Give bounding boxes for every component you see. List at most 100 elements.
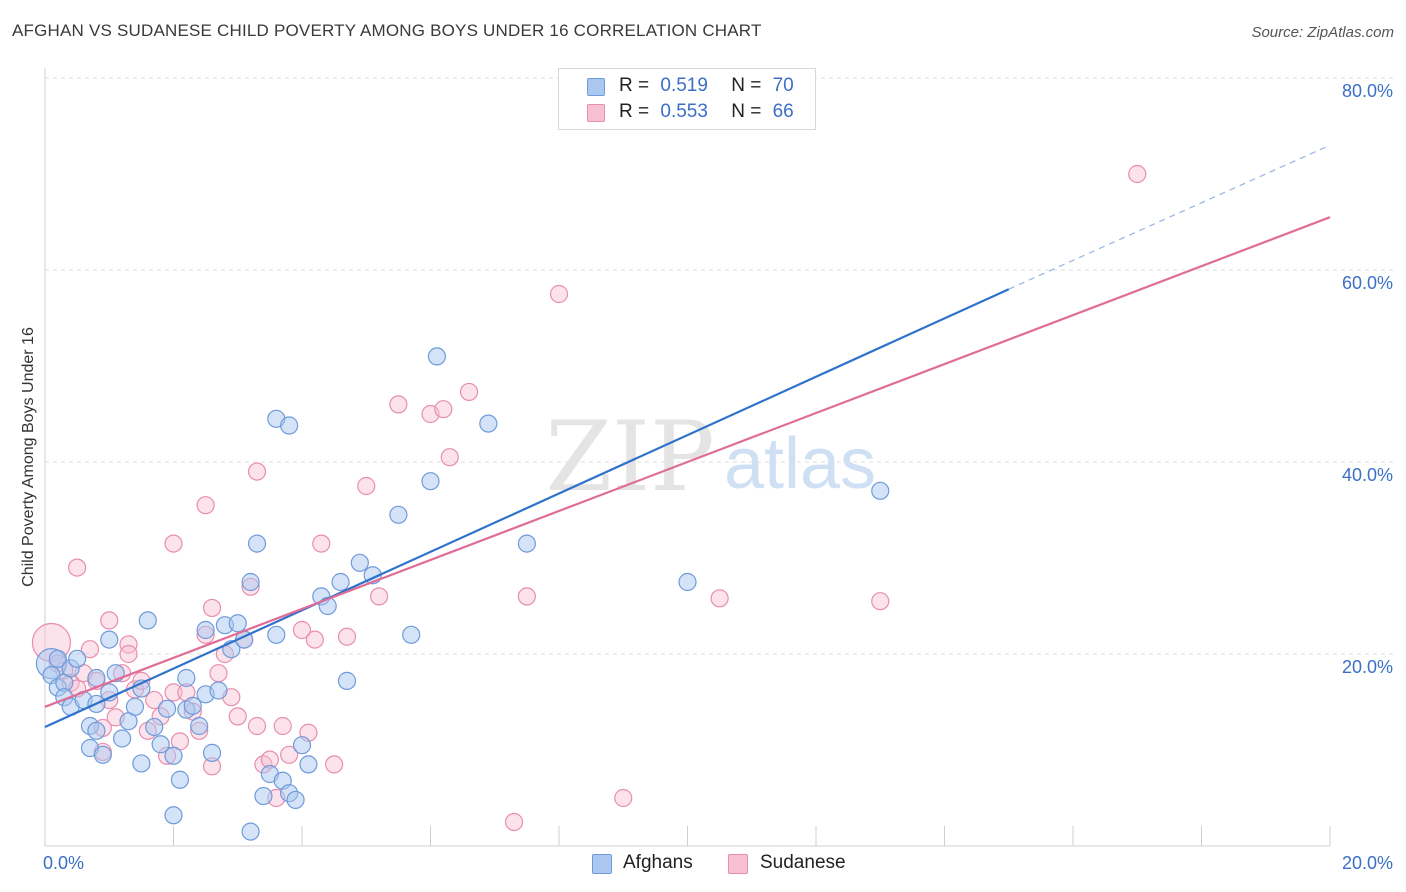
sudanese-point	[871, 592, 890, 611]
afghans-point	[337, 671, 357, 690]
sudanese-point	[357, 476, 376, 496]
sudanese-point	[440, 448, 459, 467]
afghans-point	[350, 553, 369, 572]
correlation-legend: R = 0.519 N = 70 R = 0.553 N = 66	[558, 68, 816, 130]
sudanese-point	[119, 635, 138, 654]
afghans-point	[389, 505, 408, 524]
afghans-point	[209, 681, 228, 700]
afghans-points	[35, 347, 890, 841]
afghans-point	[254, 786, 273, 806]
chart-source: Source: ZipAtlas.com	[1251, 24, 1394, 41]
afghans-point	[678, 572, 697, 592]
sudanese-point	[209, 664, 228, 683]
afghans-point	[145, 717, 164, 737]
legend-r-label: R =	[619, 101, 650, 122]
afghans-point	[427, 347, 447, 366]
sudanese-point	[228, 707, 247, 726]
sudanese-legend-label: Sudanese	[760, 852, 846, 873]
afghans-point	[151, 735, 170, 754]
afghans-point	[267, 625, 286, 644]
afghans-point	[87, 721, 106, 740]
y-tick-label: 80.0%	[1342, 81, 1393, 101]
afghans-point	[183, 696, 202, 715]
sudanese-point	[312, 534, 331, 553]
sudanese-point	[517, 587, 536, 606]
sudanese-point	[280, 745, 299, 764]
afghans-point	[190, 716, 209, 736]
afghans-point	[164, 806, 183, 825]
afghans-point	[112, 729, 132, 748]
sudanese-legend-swatch	[728, 854, 748, 874]
x-tick-label: 20.0%	[1342, 853, 1393, 873]
sudanese-point	[80, 640, 100, 659]
afghans-point	[241, 822, 260, 841]
afghans-point	[100, 630, 119, 649]
watermark-zip: ZIP	[545, 401, 714, 513]
watermark-atlas: atlas	[724, 424, 876, 504]
afghans-point	[132, 754, 151, 773]
afghans-point	[871, 481, 890, 500]
axes	[44, 68, 1331, 847]
y-tick-labels: 20.0% 40.0% 60.0% 80.0%	[1342, 81, 1393, 677]
sudanese-point	[504, 812, 524, 832]
afghans-legend-label: Afghans	[623, 852, 693, 873]
afghans-trend-extension	[1008, 144, 1331, 290]
legend-n-label: N =	[731, 101, 762, 122]
sudanese-point	[196, 496, 215, 515]
legend-n-label: N =	[731, 75, 762, 96]
sudanese-point	[247, 462, 267, 481]
afghans-point	[479, 414, 498, 433]
sudanese-point	[434, 400, 453, 419]
x-tick-labels: 0.0% 20.0%	[43, 853, 1393, 873]
afghans-point	[517, 534, 536, 553]
sudanese-point	[325, 755, 344, 774]
afghans-point	[402, 625, 421, 644]
y-tick-label: 60.0%	[1342, 273, 1393, 293]
afghans-point	[299, 755, 318, 774]
sudanese-point	[164, 683, 183, 702]
afghans-point	[138, 611, 157, 630]
afghans-point	[170, 770, 190, 789]
afghans-trend-line	[44, 288, 1010, 728]
legend-r-label: R =	[619, 75, 650, 96]
sudanese-point	[337, 627, 357, 646]
afghans-r-value: 0.519	[660, 75, 708, 96]
sudanese-point	[389, 395, 408, 414]
sudanese-point	[710, 589, 729, 608]
afghans-point	[292, 736, 312, 755]
sudanese-point	[68, 558, 87, 577]
x-tick-label: 0.0%	[43, 853, 84, 873]
afghans-n-value: 70	[772, 75, 794, 96]
sudanese-point	[292, 620, 312, 640]
sudanese-point	[164, 534, 183, 553]
afghans-point	[68, 649, 87, 668]
afghans-point	[331, 572, 350, 592]
afghans-point	[48, 649, 67, 668]
sudanese-n-value: 66	[772, 101, 794, 122]
afghans-legend-swatch	[592, 854, 612, 874]
afghans-point	[177, 668, 196, 688]
sudanese-point	[247, 716, 267, 736]
sudanese-point	[549, 284, 569, 304]
sudanese-point	[202, 598, 222, 618]
sudanese-point	[273, 716, 292, 736]
afghans-point	[164, 746, 183, 765]
sudanese-point	[614, 788, 633, 808]
afghans-point	[286, 790, 305, 810]
afghans-point	[247, 534, 267, 553]
afghans-point	[202, 743, 222, 762]
afghans-point	[280, 416, 299, 435]
sudanese-point	[370, 587, 389, 606]
sudanese-trend-line	[44, 216, 1331, 708]
sudanese-point	[145, 690, 164, 710]
afghans-point	[196, 620, 215, 640]
afghans-point	[228, 614, 247, 633]
y-tick-label: 40.0%	[1342, 465, 1393, 485]
sudanese-point	[459, 382, 479, 402]
trend-lines	[44, 144, 1331, 728]
afghans-point	[125, 697, 145, 716]
gridlines	[45, 77, 1395, 655]
afghans-point	[93, 745, 112, 764]
sudanese-r-value: 0.553	[660, 101, 708, 122]
afghans-swatch	[587, 78, 605, 96]
